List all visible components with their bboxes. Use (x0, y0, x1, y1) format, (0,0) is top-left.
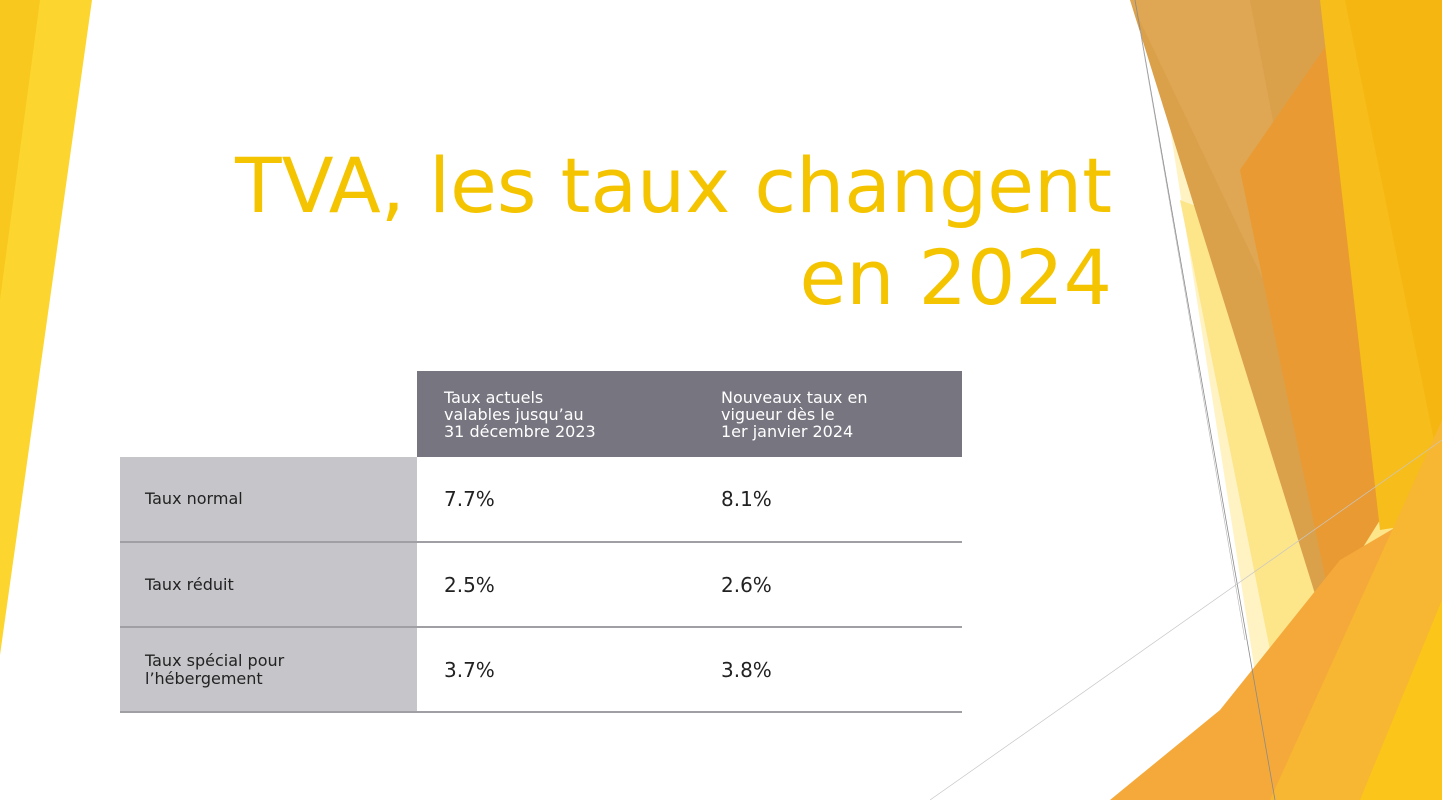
table-row-lodging-rate: Taux spécial pour l’hébergement 3.7% 3.8… (120, 627, 962, 713)
column-header-line: vigueur dès le (721, 404, 835, 424)
title-line-1: TVA, les taux changent (235, 141, 1112, 230)
left-yellow-facet-dark (0, 0, 40, 300)
row-label-line: Taux spécial pour (145, 650, 285, 670)
column-header-current-rates: Taux actuels valables jusqu’au 31 décemb… (417, 371, 694, 457)
left-yellow-facet (0, 0, 92, 655)
row-label: Taux normal (120, 457, 417, 543)
right-facet-yellow-strong (1345, 0, 1442, 480)
table-row-normal-rate: Taux normal 7.7% 8.1% (120, 457, 962, 543)
new-rate-value: 8.1% (694, 457, 962, 543)
column-header-line: Taux actuels (444, 387, 544, 407)
new-rate-value: 2.6% (694, 542, 962, 628)
column-header-line: valables jusqu’au (444, 404, 584, 424)
column-header-line: 31 décembre 2023 (444, 421, 596, 441)
current-rate-value: 3.7% (417, 627, 694, 713)
thin-line-2 (1139, 29, 1246, 641)
row-label-line: Taux normal (145, 489, 243, 508)
title-line-2: en 2024 (799, 233, 1113, 322)
row-label-line: l’hébergement (145, 668, 263, 688)
thin-line-1 (1134, 0, 1276, 800)
table-row-reduced-rate: Taux réduit 2.5% 2.6% (120, 542, 962, 628)
column-header-new-rates: Nouveaux taux en vigueur dès le 1er janv… (694, 371, 962, 457)
thin-line-3 (929, 439, 1442, 800)
table-corner-cell (120, 371, 417, 457)
table-header-row: Taux actuels valables jusqu’au 31 décemb… (120, 371, 962, 457)
current-rate-value: 7.7% (417, 457, 694, 543)
row-label: Taux spécial pour l’hébergement (120, 627, 417, 713)
slide-title: TVA, les taux changent en 2024 (112, 140, 1112, 324)
column-header-line: Nouveaux taux en (721, 387, 868, 407)
row-label: Taux réduit (120, 542, 417, 628)
vat-rates-table: Taux actuels valables jusqu’au 31 décemb… (120, 371, 962, 713)
right-facet-deep-yellow (1360, 600, 1442, 800)
new-rate-value: 3.8% (694, 627, 962, 713)
right-facet-orange-mid (1240, 40, 1380, 600)
column-header-line: 1er janvier 2024 (721, 421, 854, 441)
current-rate-value: 2.5% (417, 542, 694, 628)
row-label-line: Taux réduit (145, 574, 234, 594)
